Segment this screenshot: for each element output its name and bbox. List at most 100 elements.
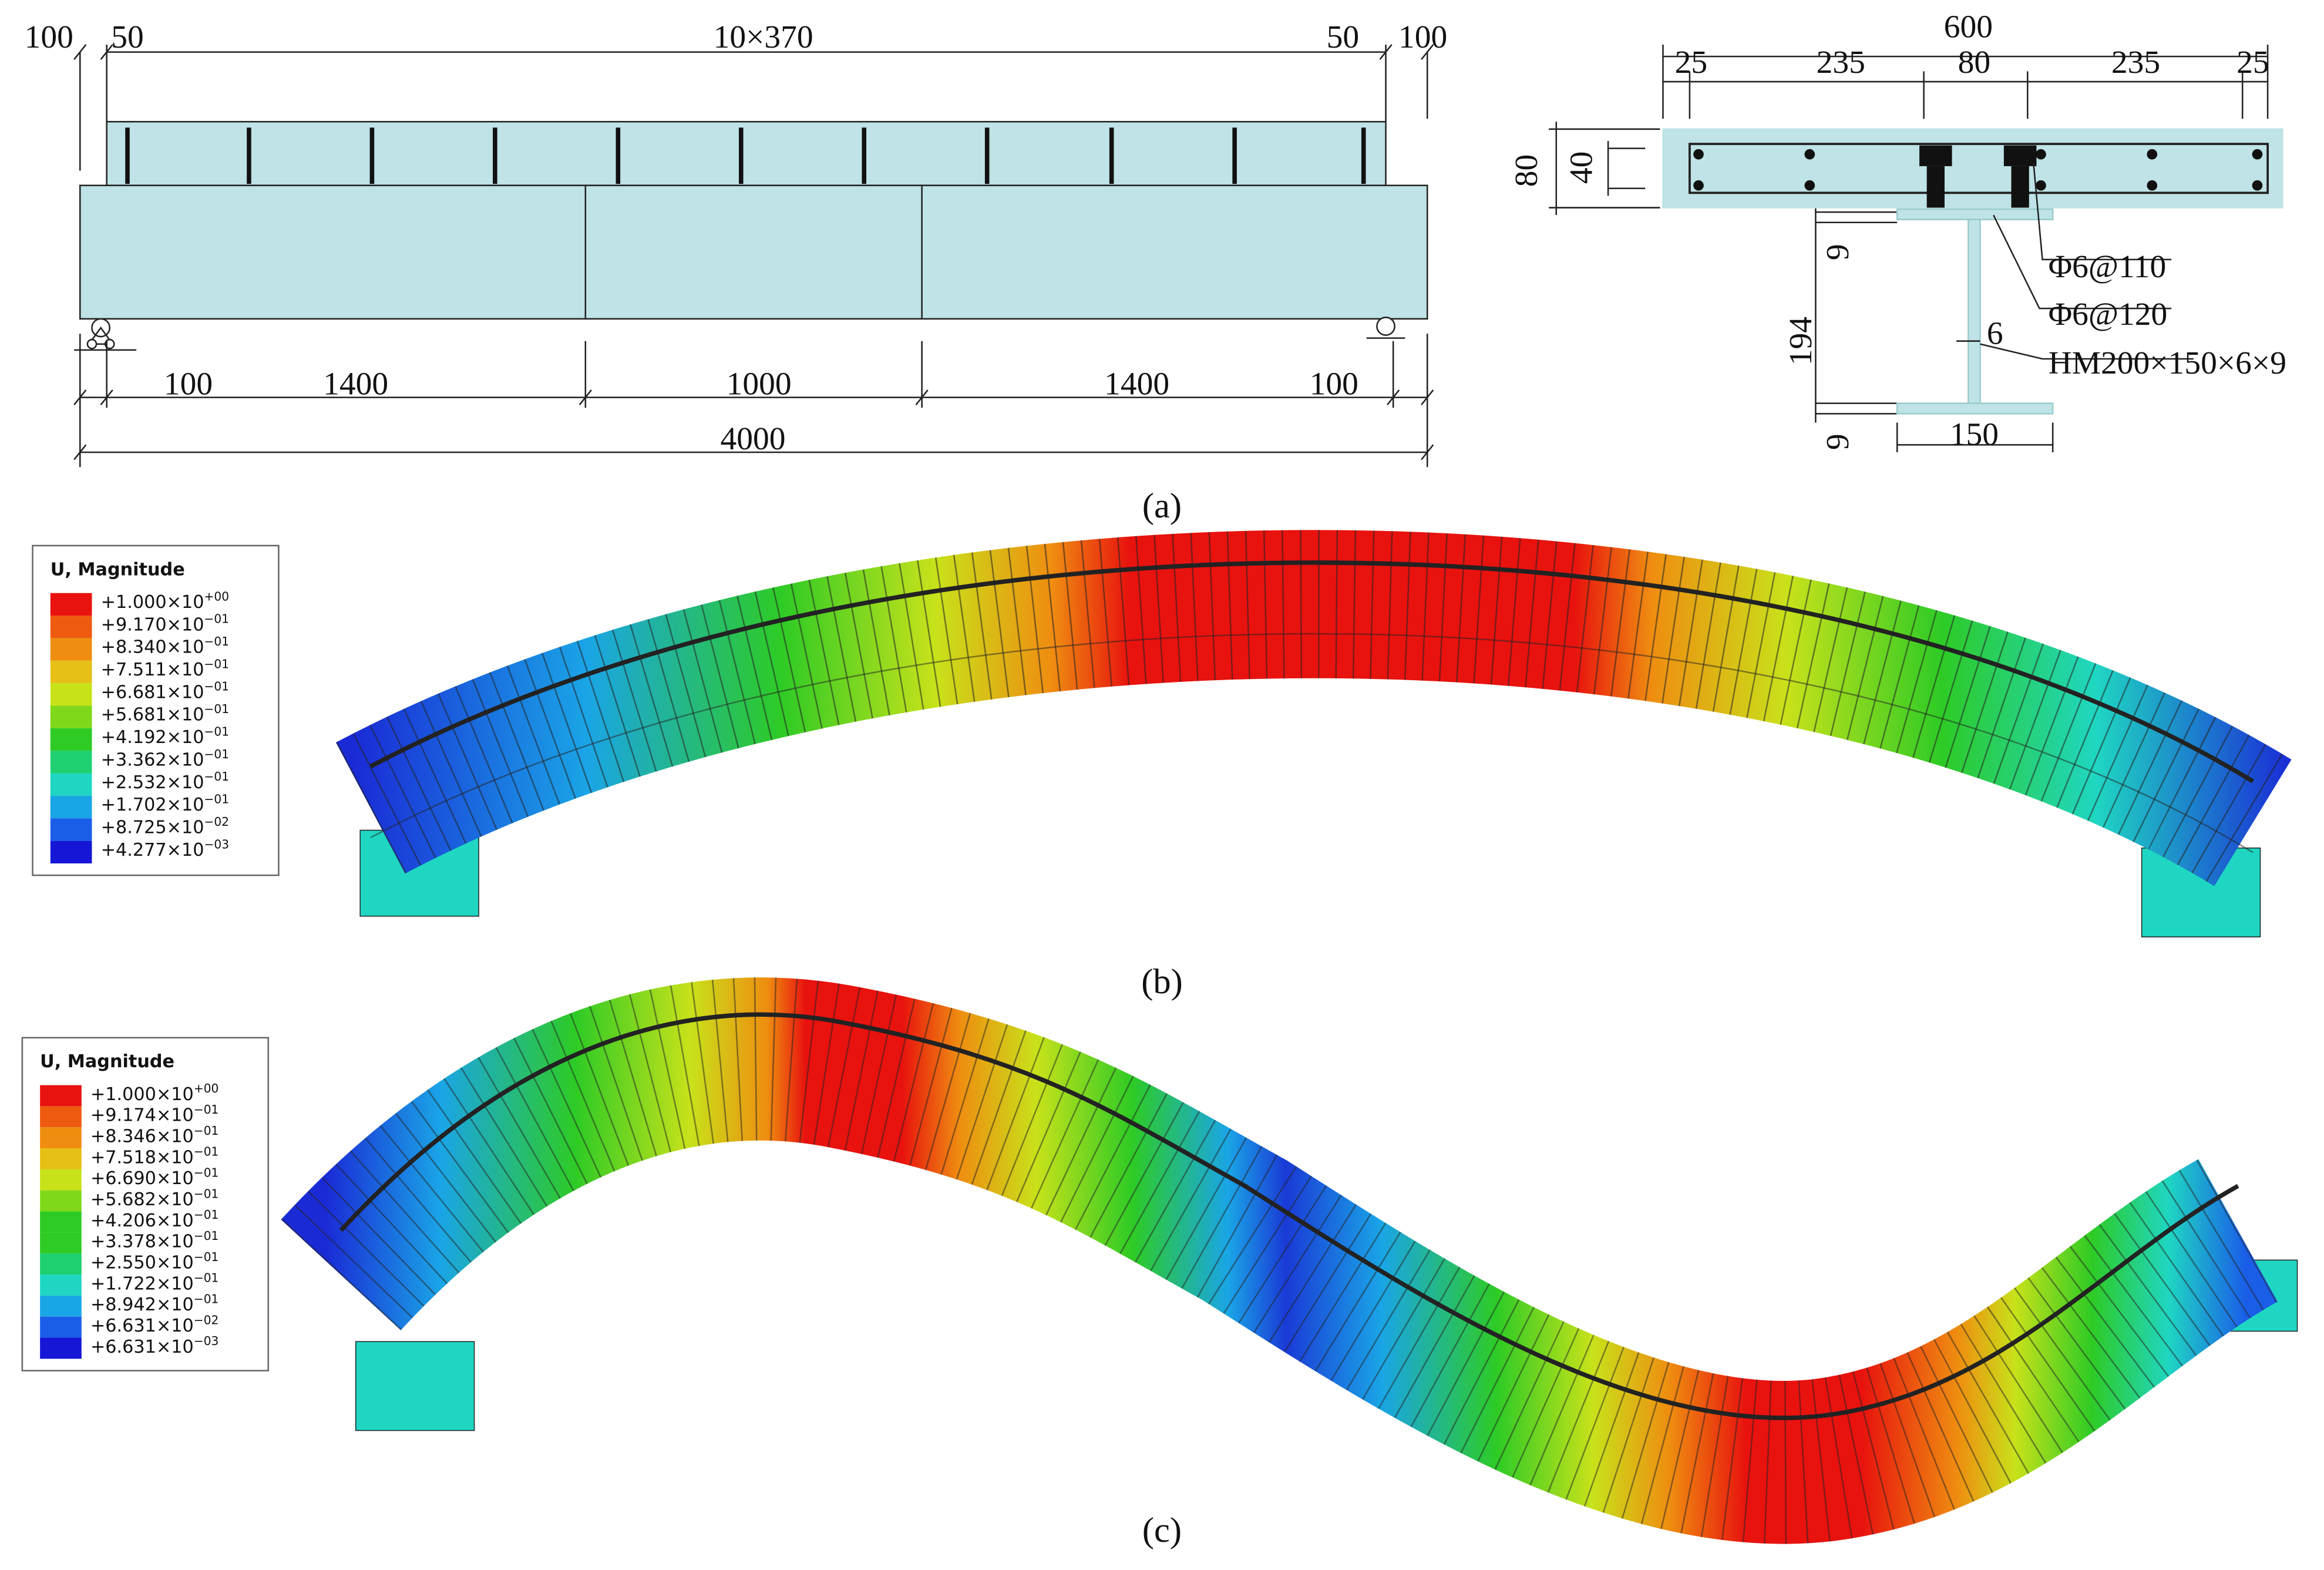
legend-mantissa: +3.362×10 bbox=[101, 749, 204, 770]
dim-label: 100 bbox=[1398, 19, 1447, 55]
legend-mantissa: +6.690×10 bbox=[90, 1168, 194, 1189]
legend-exponent: −01 bbox=[194, 1186, 219, 1201]
legend-swatch bbox=[50, 728, 92, 751]
legend-exponent: −01 bbox=[204, 612, 229, 626]
dim-label: 40 bbox=[1563, 152, 1599, 184]
legend-mantissa: +1.000×10 bbox=[101, 592, 204, 613]
legend-label: +4.277×10−03 bbox=[101, 837, 229, 860]
legend-swatch bbox=[50, 751, 92, 774]
legend-label: +7.511×10−01 bbox=[101, 657, 229, 680]
legend-label: +6.690×10−01 bbox=[90, 1165, 218, 1189]
dim-label: 1000 bbox=[727, 367, 792, 402]
legend-label: +8.346×10−01 bbox=[90, 1124, 218, 1147]
legend-exponent: −01 bbox=[204, 634, 229, 648]
legend-title: U, Magnitude bbox=[40, 1051, 174, 1072]
legend-swatch bbox=[50, 616, 92, 638]
legend-mantissa: +8.942×10 bbox=[90, 1295, 194, 1315]
legend-exponent: −01 bbox=[194, 1271, 219, 1285]
dim-label: 9 bbox=[1820, 433, 1856, 450]
legend-mantissa: +7.511×10 bbox=[101, 660, 204, 680]
legend-swatch bbox=[40, 1232, 82, 1254]
legend-exponent: −01 bbox=[194, 1229, 219, 1243]
legend-exponent: −01 bbox=[204, 657, 229, 671]
legend-mantissa: +5.682×10 bbox=[90, 1189, 194, 1210]
dim-label: 1400 bbox=[323, 367, 388, 402]
legend-mantissa: +5.681×10 bbox=[101, 705, 204, 725]
callout: Φ6@120 bbox=[2049, 297, 2168, 332]
legend-swatch bbox=[50, 660, 92, 684]
legend-swatch bbox=[50, 841, 92, 863]
legend-label: +8.942×10−01 bbox=[90, 1292, 218, 1315]
legend-label: +6.631×10−03 bbox=[90, 1334, 218, 1357]
legend-swatch bbox=[40, 1316, 82, 1338]
dim-label: 1400 bbox=[1104, 367, 1169, 402]
legend-exponent: −01 bbox=[204, 769, 229, 784]
legend-mantissa: +4.277×10 bbox=[101, 840, 204, 860]
legend-mantissa: +8.340×10 bbox=[101, 637, 204, 658]
legend-swatch bbox=[40, 1106, 82, 1128]
legend-mantissa: +9.170×10 bbox=[101, 614, 204, 635]
dim-label: 235 bbox=[2111, 45, 2160, 80]
legend-label: +1.000×10+00 bbox=[101, 589, 229, 613]
panel-label: (b) bbox=[1141, 962, 1183, 1001]
legend-label: +1.722×10−01 bbox=[90, 1271, 218, 1295]
legend-swatch bbox=[40, 1085, 82, 1107]
legend-label: +4.192×10−01 bbox=[101, 724, 229, 748]
legend-exponent: −01 bbox=[194, 1165, 219, 1179]
legend-exponent: −01 bbox=[204, 724, 229, 738]
legend-label: +8.725×10−02 bbox=[101, 815, 229, 838]
dim-label: 100 bbox=[164, 367, 213, 402]
legend-mantissa: +2.550×10 bbox=[90, 1252, 194, 1273]
legend-swatch bbox=[50, 638, 92, 661]
legend-exponent: −01 bbox=[194, 1292, 219, 1306]
legend-mantissa: +8.346×10 bbox=[90, 1126, 194, 1147]
legend-label: +6.681×10−01 bbox=[101, 680, 229, 703]
legend-swatch bbox=[40, 1169, 82, 1191]
dim-label: 100 bbox=[25, 19, 73, 55]
legend-mantissa: +9.174×10 bbox=[90, 1105, 194, 1126]
legend-mantissa: +4.192×10 bbox=[101, 727, 204, 748]
panel-label: (c) bbox=[1142, 1511, 1182, 1550]
legend-swatch bbox=[50, 593, 92, 616]
legend-label: +3.362×10−01 bbox=[101, 747, 229, 771]
dim-label: 6 bbox=[1987, 316, 2003, 352]
legend-exponent: −01 bbox=[194, 1145, 219, 1159]
legend-exponent: −01 bbox=[194, 1250, 219, 1264]
legend-swatch bbox=[40, 1148, 82, 1169]
legend-exponent: −01 bbox=[204, 702, 229, 716]
legend-exponent: −03 bbox=[194, 1334, 219, 1348]
legend-label: +2.550×10−01 bbox=[90, 1250, 218, 1273]
legend-label: +4.206×10−01 bbox=[90, 1208, 218, 1231]
legend-label: +2.532×10−01 bbox=[101, 769, 229, 793]
legend-swatch bbox=[50, 818, 92, 841]
dim-label: 25 bbox=[1675, 45, 1708, 80]
legend-exponent: −01 bbox=[204, 747, 229, 761]
legend-mantissa: +6.681×10 bbox=[101, 682, 204, 702]
legend-mantissa: +6.631×10 bbox=[90, 1337, 194, 1357]
callout: HM200×150×6×9 bbox=[2049, 345, 2286, 381]
dim-label: 235 bbox=[1817, 45, 1865, 80]
legend-label: +5.681×10−01 bbox=[101, 702, 229, 725]
deformed-beam-c bbox=[281, 977, 2298, 1544]
legend-title: U, Magnitude bbox=[51, 559, 185, 580]
legend-label: +1.000×10+00 bbox=[90, 1081, 218, 1105]
legend-swatch bbox=[40, 1337, 82, 1359]
legend-swatch bbox=[50, 773, 92, 796]
legend-exponent: +00 bbox=[194, 1081, 219, 1095]
legend-exponent: +00 bbox=[204, 589, 229, 603]
legend-swatch bbox=[40, 1211, 82, 1233]
legend-exponent: −02 bbox=[194, 1313, 219, 1327]
legend-mantissa: +2.532×10 bbox=[101, 772, 204, 793]
dim-label: 10×370 bbox=[714, 19, 813, 55]
legend-mantissa: +8.725×10 bbox=[101, 818, 204, 838]
dim-label: 150 bbox=[1950, 416, 1999, 452]
dim-label: 194 bbox=[1783, 317, 1819, 365]
deformed-beam-b bbox=[336, 530, 2292, 937]
panel-label: (a) bbox=[1142, 486, 1182, 526]
legends: U, Magnitude+1.000×10+00+9.170×10−01+8.3… bbox=[21, 544, 280, 1371]
legend-label: +8.340×10−01 bbox=[101, 634, 229, 658]
legend-swatch bbox=[50, 795, 92, 819]
legend-swatch bbox=[40, 1275, 82, 1296]
